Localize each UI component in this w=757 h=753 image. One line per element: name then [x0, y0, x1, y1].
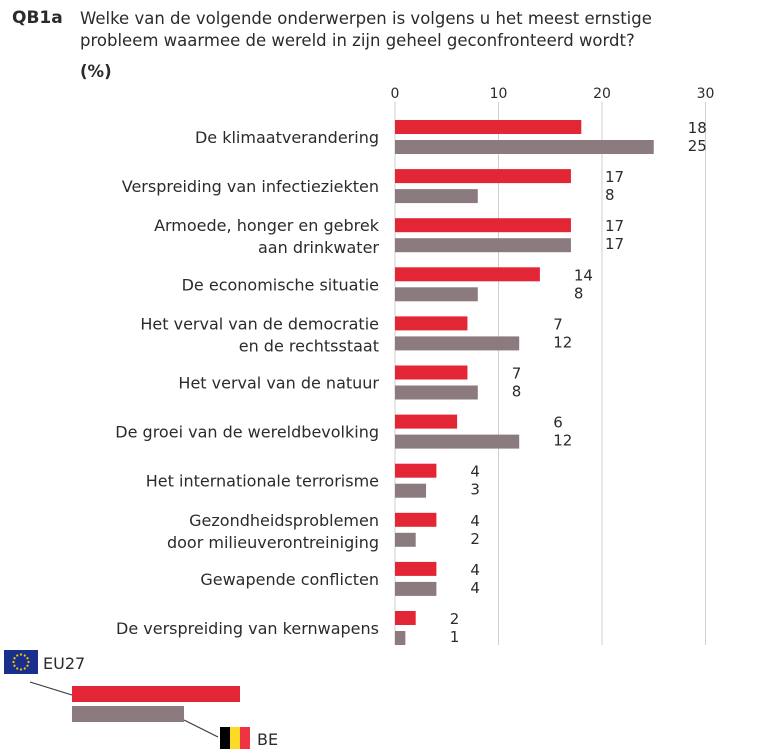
value-label-be: 12: [553, 333, 572, 351]
category-label: Het internationale terrorisme: [146, 472, 379, 491]
question-id: QB1a: [12, 8, 63, 28]
category-label: De verspreiding van kernwapens: [116, 619, 379, 638]
eu-flag-star: [23, 654, 26, 657]
value-label-be: 17: [605, 235, 624, 253]
category-label: Gezondheidsproblemen: [189, 511, 379, 530]
value-label-be: 8: [574, 284, 584, 302]
eu-flag-star: [16, 654, 19, 657]
value-label-be: 12: [553, 432, 572, 450]
legend-connector-eu27: [29, 681, 73, 696]
bar-eu27: [395, 414, 458, 429]
legend-label-be: BE: [257, 730, 278, 749]
value-label-eu27: 7: [553, 315, 563, 333]
category-label: De economische situatie: [182, 275, 379, 294]
value-label-be: 2: [470, 530, 480, 548]
bar-eu27: [395, 169, 571, 184]
bar-eu27: [395, 218, 571, 233]
x-tick-label: 10: [490, 86, 508, 102]
value-label-eu27: 14: [574, 266, 593, 284]
category-label: Verspreiding van infectieziekten: [122, 177, 379, 196]
bar-be: [395, 631, 406, 645]
category-label: en de rechtsstaat: [239, 336, 379, 355]
legend-label-eu27: EU27: [43, 654, 85, 673]
bar-be: [395, 287, 478, 302]
bar-eu27: [395, 463, 437, 478]
value-label-eu27: 17: [605, 217, 624, 235]
eu-flag-star: [26, 657, 29, 660]
category-label: Het verval van de natuur: [178, 374, 379, 393]
eu-flag-star: [12, 660, 15, 664]
eu-flag-star: [13, 664, 16, 667]
value-label-eu27: 7: [512, 365, 522, 383]
legend-swatch-eu27: [72, 686, 240, 702]
value-label-eu27: 4: [470, 561, 480, 579]
legend-swatch-be: [72, 706, 184, 722]
legend-connector-be: [183, 719, 219, 738]
value-label-eu27: 18: [688, 119, 707, 137]
eu-flag-star: [19, 668, 23, 671]
be-flag-icon: [220, 727, 230, 749]
value-label-be: 1: [450, 628, 460, 646]
bar-eu27: [395, 512, 437, 527]
bar-be: [395, 483, 427, 498]
bar-be: [395, 581, 437, 596]
eu-flag-star: [19, 653, 23, 656]
value-label-be: 4: [470, 579, 480, 597]
bar-be: [395, 434, 520, 449]
eu-flag-star: [16, 667, 19, 670]
value-label-eu27: 2: [450, 610, 460, 628]
category-label: Het verval van de democratie: [140, 314, 379, 333]
eu-flag-star: [13, 657, 16, 660]
bar-eu27: [395, 561, 437, 576]
bar-be: [395, 336, 520, 351]
category-label: aan drinkwater: [258, 238, 379, 257]
value-label-eu27: 4: [470, 512, 480, 530]
x-tick-label: 30: [697, 86, 715, 102]
value-label-be: 8: [512, 383, 522, 401]
value-label-be: 3: [470, 481, 480, 499]
bar-be: [395, 140, 654, 154]
eu-flag-star: [27, 660, 30, 664]
bar-eu27: [395, 611, 416, 625]
bar-eu27: [395, 365, 468, 380]
bar-be: [395, 238, 571, 253]
value-label-eu27: 4: [470, 463, 480, 481]
bar-be: [395, 385, 478, 400]
be-flag-icon: [240, 727, 250, 749]
value-label-eu27: 17: [605, 168, 624, 186]
category-label: door milieuverontreiniging: [167, 533, 379, 552]
value-label-be: 8: [605, 186, 615, 204]
bar-eu27: [395, 120, 582, 134]
legend: EU27 BE: [4, 650, 278, 749]
x-tick-label: 20: [593, 86, 611, 102]
x-tick-label: 0: [391, 86, 400, 102]
bar-eu27: [395, 316, 468, 331]
be-flag-icon: [230, 727, 240, 749]
bar-eu27: [395, 267, 540, 282]
category-label: De groei van de wereldbevolking: [115, 423, 379, 442]
bar-be: [395, 532, 416, 547]
value-label-be: 25: [688, 137, 707, 155]
value-label-eu27: 6: [553, 414, 563, 432]
eu-flag-star: [26, 664, 29, 667]
eu-flag-star: [23, 667, 26, 670]
category-label: Armoede, honger en gebrek: [154, 216, 380, 235]
question-text: Welke van de volgende onderwerpen is vol…: [80, 9, 652, 50]
category-label: Gewapende conflicten: [200, 570, 379, 589]
unit-label: (%): [80, 62, 112, 81]
bar-be: [395, 189, 478, 204]
category-label: De klimaatverandering: [195, 128, 379, 147]
